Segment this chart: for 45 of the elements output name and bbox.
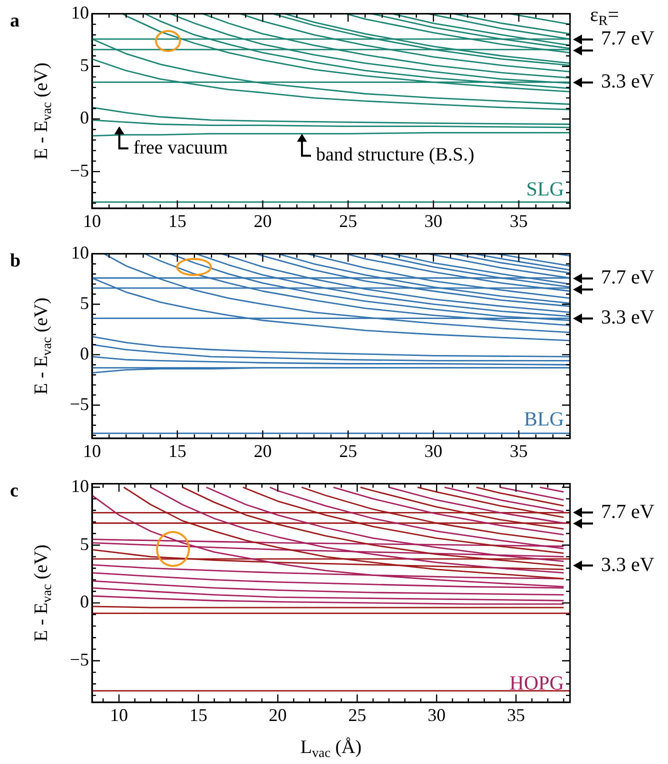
x-tick-label: 15 (189, 704, 208, 725)
y-axis-title: E - Evac (eV) (30, 544, 54, 642)
annotation: 7.7 eV (601, 266, 655, 288)
y-tick-label: 0 (80, 343, 89, 364)
text: b (10, 250, 21, 272)
annotation: free vacuum (133, 137, 228, 158)
x-tick-label: 35 (507, 704, 526, 725)
x-tick-label: 25 (339, 210, 358, 231)
y-tick-label: −5 (70, 649, 89, 670)
annotation: SLG (526, 178, 564, 201)
y-tick-label: 10 (71, 2, 89, 23)
x-tick-label: 10 (110, 704, 128, 725)
y-tick-label: 5 (80, 292, 89, 313)
y-tick-label: −5 (70, 394, 89, 414)
annotation: band structure (B.S.) (316, 144, 474, 166)
x-tick-label: 20 (254, 440, 272, 461)
y-tick-label: 5 (80, 55, 89, 76)
x-tick-label: 15 (168, 210, 186, 231)
annotation: 3.3 eV (601, 306, 655, 329)
x-tick-label: 30 (428, 704, 446, 725)
y-tick-label: −5 (70, 160, 89, 180)
annotation: 7.7 eV (601, 500, 655, 523)
x-tick-label: 25 (348, 704, 366, 725)
y-tick-label: 0 (80, 592, 89, 612)
y-axis-title: E - Evac (eV) (30, 298, 54, 395)
y-tick-label: 10 (71, 476, 89, 496)
x-tick-label: 25 (339, 440, 358, 461)
y-axis-title: E - Evac (eV) (30, 62, 54, 160)
x-tick-label: 35 (510, 440, 528, 461)
annotation: HOPG (510, 672, 564, 695)
annotation: 3.3 eV (601, 554, 655, 576)
text: c (10, 480, 18, 502)
x-tick-label: 20 (254, 210, 272, 231)
x-tick-label: 20 (268, 704, 287, 725)
y-tick-label: 10 (71, 242, 89, 263)
annotation: BLG (524, 408, 564, 431)
annotation: 3.3 eV (601, 70, 655, 92)
y-tick-label: 5 (80, 534, 89, 554)
x-tick-label: 15 (168, 440, 186, 461)
y-tick-label: 0 (80, 108, 89, 128)
x-tick-label: 35 (510, 210, 528, 231)
text: a (10, 10, 20, 32)
x-tick-label: 30 (424, 210, 442, 231)
x-tick-label: 30 (424, 440, 442, 461)
annotation: 7.7 eV (601, 27, 655, 50)
